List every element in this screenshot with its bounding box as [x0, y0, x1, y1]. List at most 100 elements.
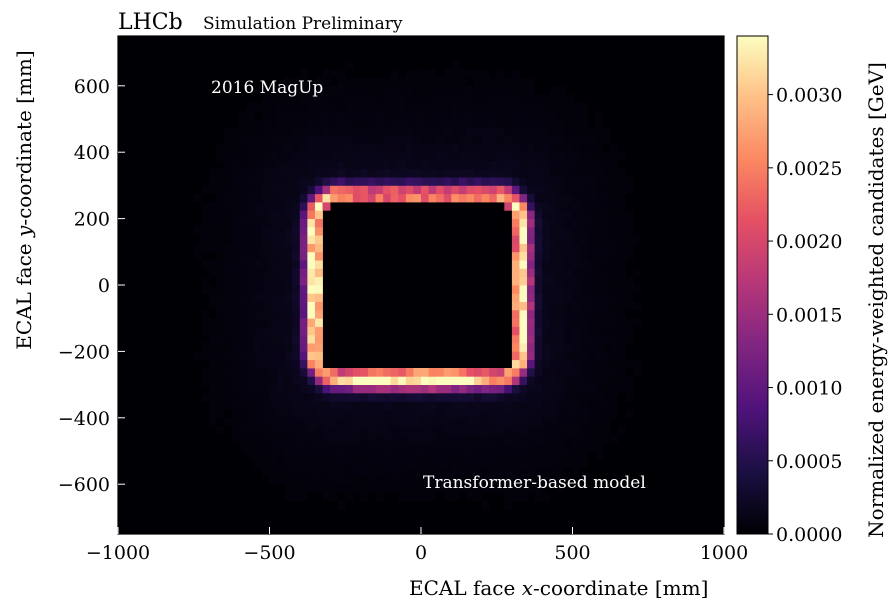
heatmap-cell	[284, 268, 293, 278]
heatmap-cell	[413, 467, 422, 477]
heatmap-cell	[527, 260, 536, 269]
heatmap-cell	[466, 160, 475, 170]
heatmap-cell	[542, 202, 551, 211]
heatmap-cell	[383, 484, 392, 493]
heatmap-cell	[587, 426, 596, 435]
heatmap-cell	[314, 102, 323, 112]
heatmap-cell	[277, 110, 286, 120]
heatmap-cell	[595, 160, 604, 170]
heatmap-cell	[625, 285, 634, 294]
heatmap-cell	[231, 376, 240, 385]
heatmap-cell	[284, 202, 293, 211]
heatmap-cell	[625, 301, 634, 311]
heatmap-cell	[602, 426, 611, 435]
heatmap-cell	[481, 442, 490, 452]
heatmap-cell	[443, 368, 452, 377]
heatmap-cell	[481, 168, 490, 178]
heatmap-cell	[360, 384, 369, 394]
heatmap-cell	[443, 168, 452, 178]
heatmap-cell	[595, 260, 604, 269]
heatmap-cell	[466, 177, 475, 186]
heatmap-cell	[610, 268, 619, 278]
heatmap-cell	[367, 94, 376, 103]
heatmap-cell	[451, 451, 460, 460]
heatmap-cell	[504, 384, 513, 394]
heatmap-cell	[375, 119, 384, 128]
heatmap-cell	[231, 409, 240, 419]
heatmap-cell	[451, 442, 460, 452]
heatmap-cell	[458, 69, 467, 78]
heatmap-cell	[322, 392, 331, 402]
heatmap-cell	[292, 442, 301, 452]
heatmap-cell	[360, 467, 369, 477]
heatmap-cell	[617, 326, 626, 336]
x-tick-label: 0	[415, 542, 427, 564]
heatmap-cell	[299, 102, 308, 112]
heatmap-cell	[572, 127, 581, 136]
heatmap-cell	[481, 143, 490, 153]
heatmap-cell	[352, 401, 361, 410]
heatmap-cell	[231, 401, 240, 410]
heatmap-cell	[617, 193, 626, 203]
heatmap-cell	[527, 401, 536, 410]
heatmap-cell	[572, 177, 581, 186]
heatmap-cell	[496, 143, 505, 153]
heatmap-cell	[216, 185, 225, 195]
heatmap-cell	[398, 434, 407, 444]
heatmap-cell	[534, 202, 543, 211]
heatmap-cell	[299, 409, 308, 419]
heatmap-cell	[527, 210, 536, 219]
heatmap-cell	[239, 168, 248, 178]
heatmap-cell	[345, 185, 354, 195]
heatmap-cell	[534, 459, 543, 468]
heatmap-cell	[527, 251, 536, 261]
heatmap-cell	[292, 152, 301, 161]
heatmap-cell	[466, 185, 475, 195]
heatmap-cell	[284, 276, 293, 286]
heatmap-cell	[269, 135, 278, 145]
heatmap-cell	[481, 193, 490, 203]
heatmap-cell	[292, 85, 301, 95]
heatmap-cell	[527, 442, 536, 452]
heatmap-cell	[314, 160, 323, 170]
heatmap-cell	[428, 392, 437, 402]
heatmap-cell	[390, 177, 399, 186]
heatmap-cell	[436, 143, 445, 153]
heatmap-cell	[458, 376, 467, 385]
heatmap-cell	[564, 210, 573, 219]
heatmap-cell	[534, 177, 543, 186]
heatmap-cell	[451, 492, 460, 502]
heatmap-cell	[352, 475, 361, 485]
heatmap-cell	[625, 177, 634, 186]
heatmap-cell	[504, 392, 513, 402]
heatmap-cell	[527, 85, 536, 95]
heatmap-cell	[436, 94, 445, 103]
heatmap-cell	[299, 85, 308, 95]
heatmap-cell	[443, 102, 452, 112]
heatmap-cell	[595, 451, 604, 460]
heatmap-cell	[511, 459, 520, 468]
heatmap-cell	[519, 384, 528, 394]
heatmap-cell	[299, 484, 308, 493]
heatmap-cell	[299, 69, 308, 78]
heatmap-cell	[602, 185, 611, 195]
heatmap-cell	[504, 459, 513, 468]
heatmap-cell	[322, 168, 331, 178]
heatmap-cell	[557, 426, 566, 435]
heatmap-cell	[383, 442, 392, 452]
heatmap-cell	[383, 119, 392, 128]
heatmap-cell	[193, 243, 202, 253]
heatmap-cell	[246, 177, 255, 186]
heatmap-cell	[261, 442, 270, 452]
heatmap-cell	[208, 168, 217, 178]
heatmap-cell	[398, 94, 407, 103]
heatmap-cell	[405, 119, 414, 128]
heatmap-cell	[496, 119, 505, 128]
heatmap-cell	[534, 309, 543, 319]
heatmap-cell	[511, 351, 520, 361]
heatmap-cell	[610, 351, 619, 361]
heatmap-cell	[534, 401, 543, 410]
heatmap-cell	[595, 426, 604, 435]
heatmap-cell	[284, 318, 293, 327]
